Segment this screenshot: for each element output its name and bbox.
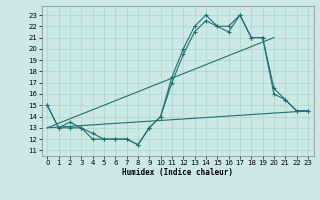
X-axis label: Humidex (Indice chaleur): Humidex (Indice chaleur): [122, 168, 233, 177]
